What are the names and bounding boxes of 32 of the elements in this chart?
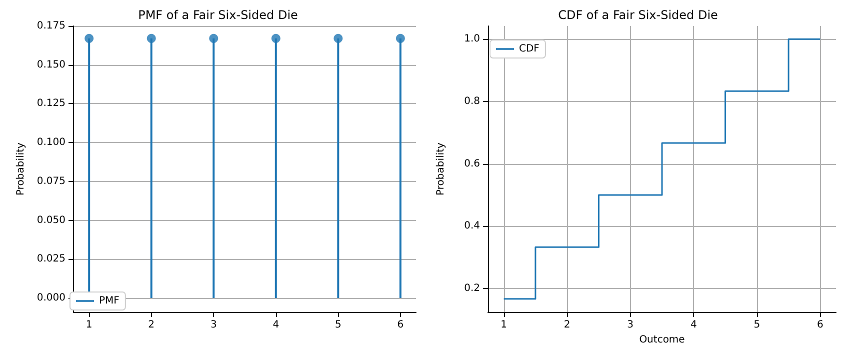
y-tick-label: 0.050	[36, 214, 66, 226]
y-tick-label: 0.6	[464, 158, 480, 170]
chart-title: PMF of a Fair Six-Sided Die	[138, 8, 298, 22]
y-tick-label: 0.075	[36, 176, 66, 187]
y-tick-label: 0.025	[36, 254, 66, 265]
y-tick-label: 0.8	[464, 96, 480, 107]
y-tick-label: 0.4	[464, 220, 480, 232]
x-axis-title: Outcome	[639, 334, 685, 346]
x-tick-label: 2	[148, 320, 155, 330]
y-tick-label: 0.175	[36, 20, 66, 32]
x-tick-label: 5	[334, 320, 342, 330]
x-tick-label: 6	[816, 320, 824, 330]
x-tick-label: 4	[690, 320, 697, 330]
x-tick-label: 3	[210, 320, 217, 330]
legend-label: CDF	[519, 44, 540, 54]
y-tick-label: 0.000	[36, 292, 66, 304]
y-axis-title: Probability	[16, 142, 26, 196]
y-tick-label: 0.100	[36, 137, 66, 148]
x-tick-label: 1	[500, 320, 508, 330]
legend-label: PMF	[99, 296, 120, 306]
x-tick-label: 6	[397, 320, 404, 330]
x-tick-label: 5	[754, 320, 760, 330]
x-tick-label: 2	[564, 320, 570, 330]
chart-title: CDF of a Fair Six-Sided Die	[558, 8, 718, 22]
y-tick-label: 0.150	[36, 59, 66, 70]
x-tick-label: 4	[272, 320, 280, 330]
y-axis-title: Probability	[436, 142, 446, 196]
y-tick-label: 0.125	[36, 98, 66, 110]
y-tick-label: 1.0	[464, 34, 480, 45]
x-tick-label: 1	[86, 320, 92, 330]
x-tick-label: 3	[627, 320, 634, 330]
y-tick-label: 0.2	[464, 283, 480, 294]
